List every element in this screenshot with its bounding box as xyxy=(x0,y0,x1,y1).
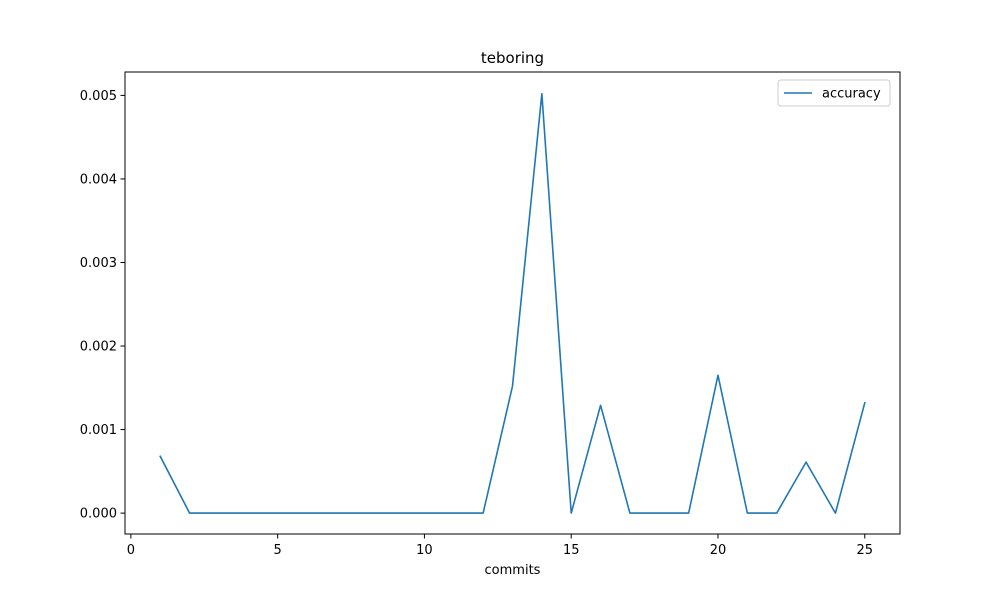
series-line-accuracy xyxy=(159,92,866,514)
data-point xyxy=(539,91,544,96)
data-point xyxy=(686,511,691,516)
data-point xyxy=(627,511,632,516)
y-tick-label: 0.001 xyxy=(80,423,117,438)
y-tick-label: 0.003 xyxy=(80,256,117,271)
x-tick-label: 25 xyxy=(856,543,873,558)
data-point xyxy=(363,511,368,516)
data-point xyxy=(334,511,339,516)
data-point xyxy=(569,511,574,516)
x-tick-label: 10 xyxy=(416,543,433,558)
data-point xyxy=(657,511,662,516)
y-tick-label: 0.000 xyxy=(80,507,117,522)
x-tick-label: 5 xyxy=(274,543,282,558)
chart-title: teboring xyxy=(481,49,544,67)
data-point xyxy=(833,511,838,516)
data-point xyxy=(216,511,221,516)
data-point xyxy=(422,511,427,516)
legend-box xyxy=(777,79,891,107)
data-point xyxy=(246,511,251,516)
y-tick-label: 0.002 xyxy=(80,340,117,355)
data-point xyxy=(745,511,750,516)
legend: accuracy xyxy=(777,79,891,107)
data-point xyxy=(158,454,163,459)
x-axis-label: commits xyxy=(485,563,541,578)
data-point xyxy=(275,511,280,516)
data-point xyxy=(451,511,456,516)
x-tick-label: 20 xyxy=(710,543,727,558)
x-tick-label: 15 xyxy=(563,543,580,558)
data-point xyxy=(481,511,486,516)
y-tick-label: 0.004 xyxy=(80,172,117,187)
data-point xyxy=(862,400,867,405)
data-point xyxy=(598,403,603,408)
data-point xyxy=(804,460,809,465)
data-point xyxy=(774,511,779,516)
data-point xyxy=(715,373,720,378)
data-point xyxy=(305,511,310,516)
data-point xyxy=(510,384,515,389)
y-tick-label: 0.005 xyxy=(80,89,117,104)
plot-area: 0 5 10 15 20 25 0.000 0.001 0.002 0.003 0.004 0.005… xyxy=(80,71,901,558)
x-tick-label: 0 xyxy=(127,543,135,558)
plot-frame xyxy=(124,71,901,535)
data-point xyxy=(187,511,192,516)
data-point xyxy=(393,511,398,516)
legend-label: accuracy xyxy=(822,87,881,102)
